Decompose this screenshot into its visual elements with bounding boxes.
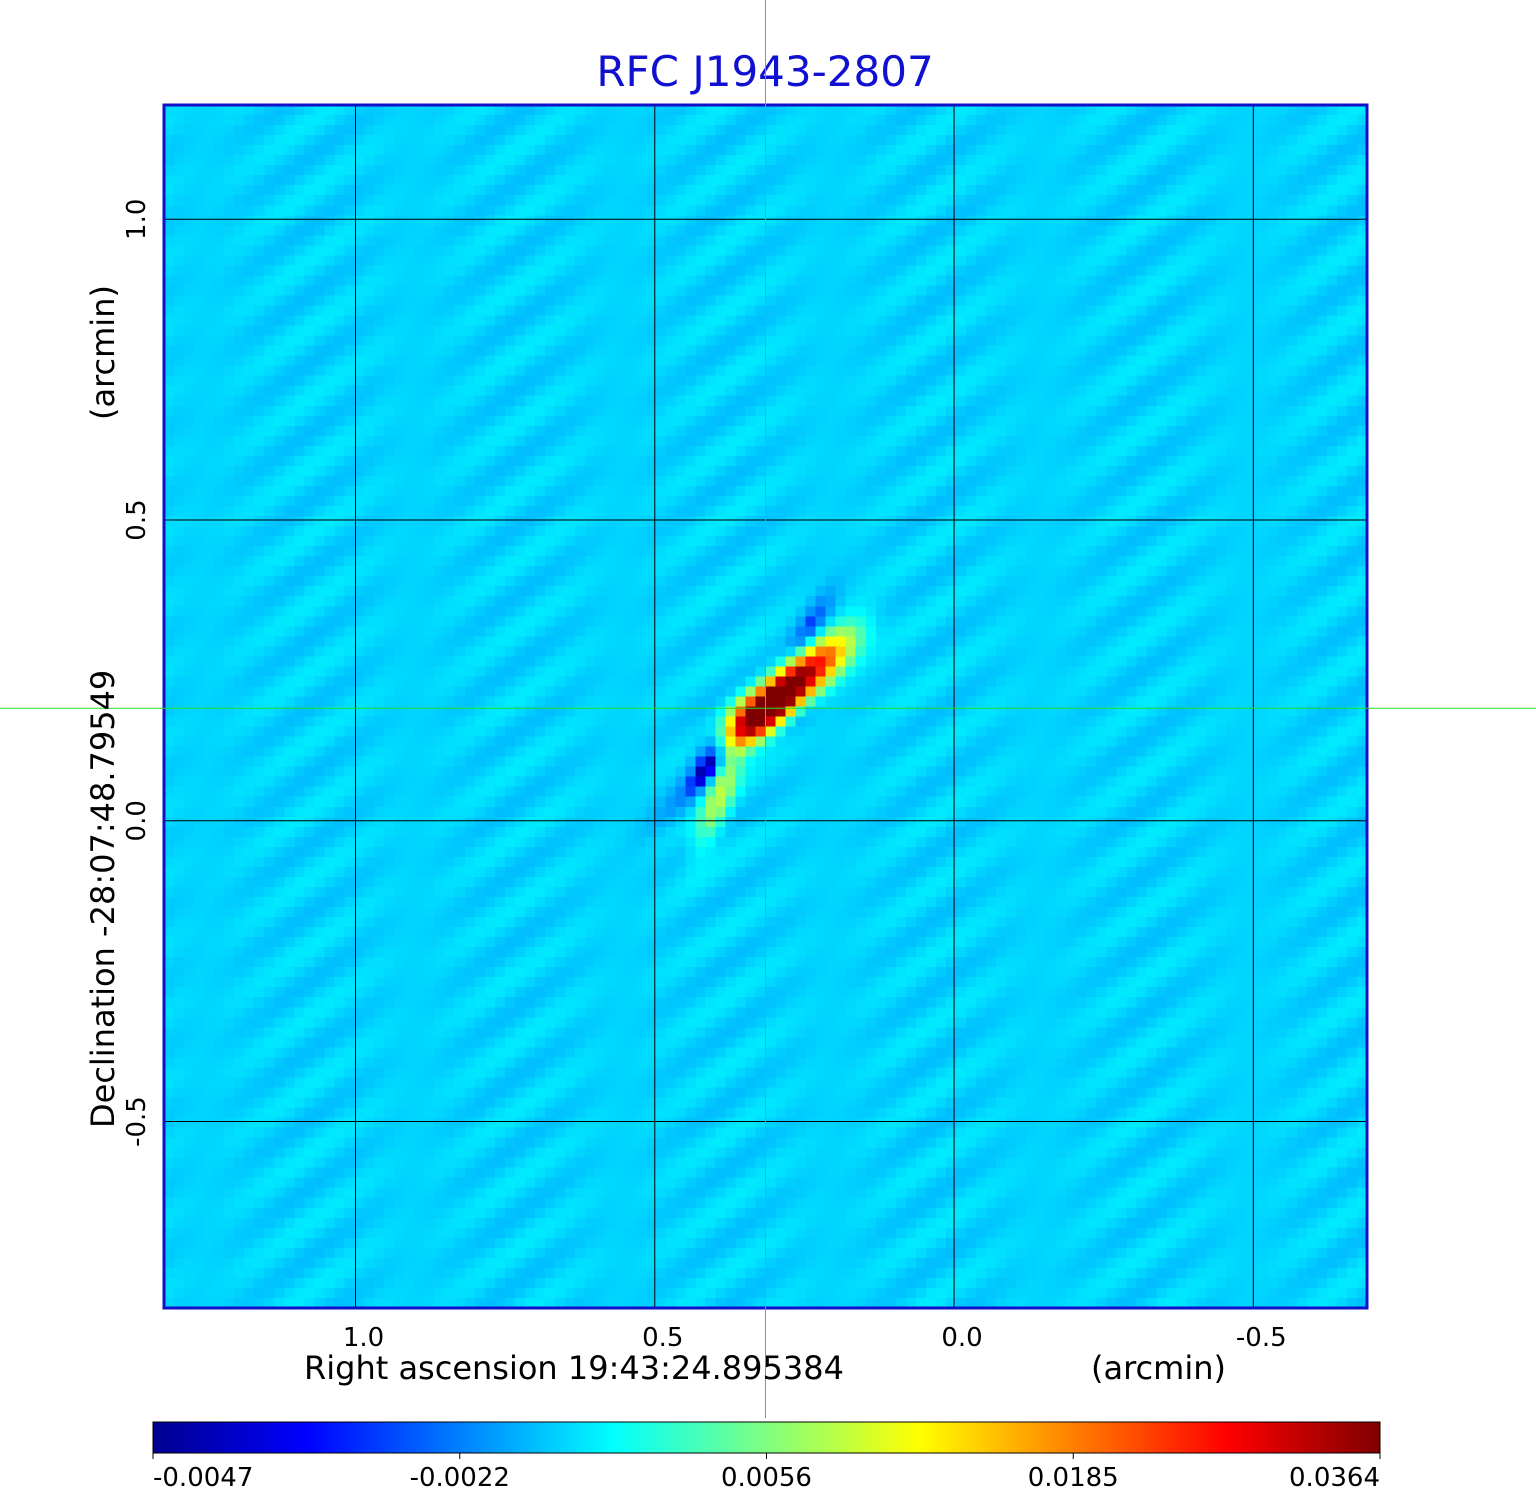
y-tick-label: 1.0 — [122, 199, 152, 240]
colorbar-tick-label: 0.0364 — [1289, 1463, 1380, 1493]
colorbar: -0.0047 -0.0022 0.0056 0.0185 0.0364 — [152, 1421, 1381, 1493]
colorbar-ticks: -0.0047 -0.0022 0.0056 0.0185 0.0364 — [152, 1453, 1381, 1493]
x-axis-label: Right ascension 19:43:24.895384 — [304, 1349, 844, 1387]
y-axis-unit: (arcmin) — [84, 285, 122, 420]
y-tick-label: 0.5 — [122, 499, 152, 540]
y-tick-label: -0.5 — [122, 1096, 152, 1147]
y-axis-ticks: 1.0 0.5 0.0 -0.5 — [122, 199, 152, 1147]
colorbar-tick-label: 0.0185 — [1028, 1463, 1119, 1493]
colorbar-tick-label: 0.0056 — [721, 1463, 812, 1493]
colorbar-tick-label: -0.0022 — [410, 1463, 510, 1493]
y-tick-label: 0.0 — [122, 800, 152, 841]
x-tick-label: 0.5 — [642, 1323, 683, 1353]
x-axis-ticks: 1.0 0.5 0.0 -0.5 — [343, 1323, 1287, 1353]
colorbar-gradient — [152, 1421, 1381, 1454]
x-tick-label: -0.5 — [1236, 1323, 1287, 1353]
x-axis-unit: (arcmin) — [1091, 1349, 1226, 1387]
x-tick-label: 0.0 — [941, 1323, 982, 1353]
x-tick-label: 1.0 — [343, 1323, 384, 1353]
crosshair — [0, 0, 1536, 1418]
y-axis-label: Declination -28:07:48.79549 — [84, 670, 122, 1128]
colorbar-tick-label: -0.0047 — [153, 1463, 253, 1493]
